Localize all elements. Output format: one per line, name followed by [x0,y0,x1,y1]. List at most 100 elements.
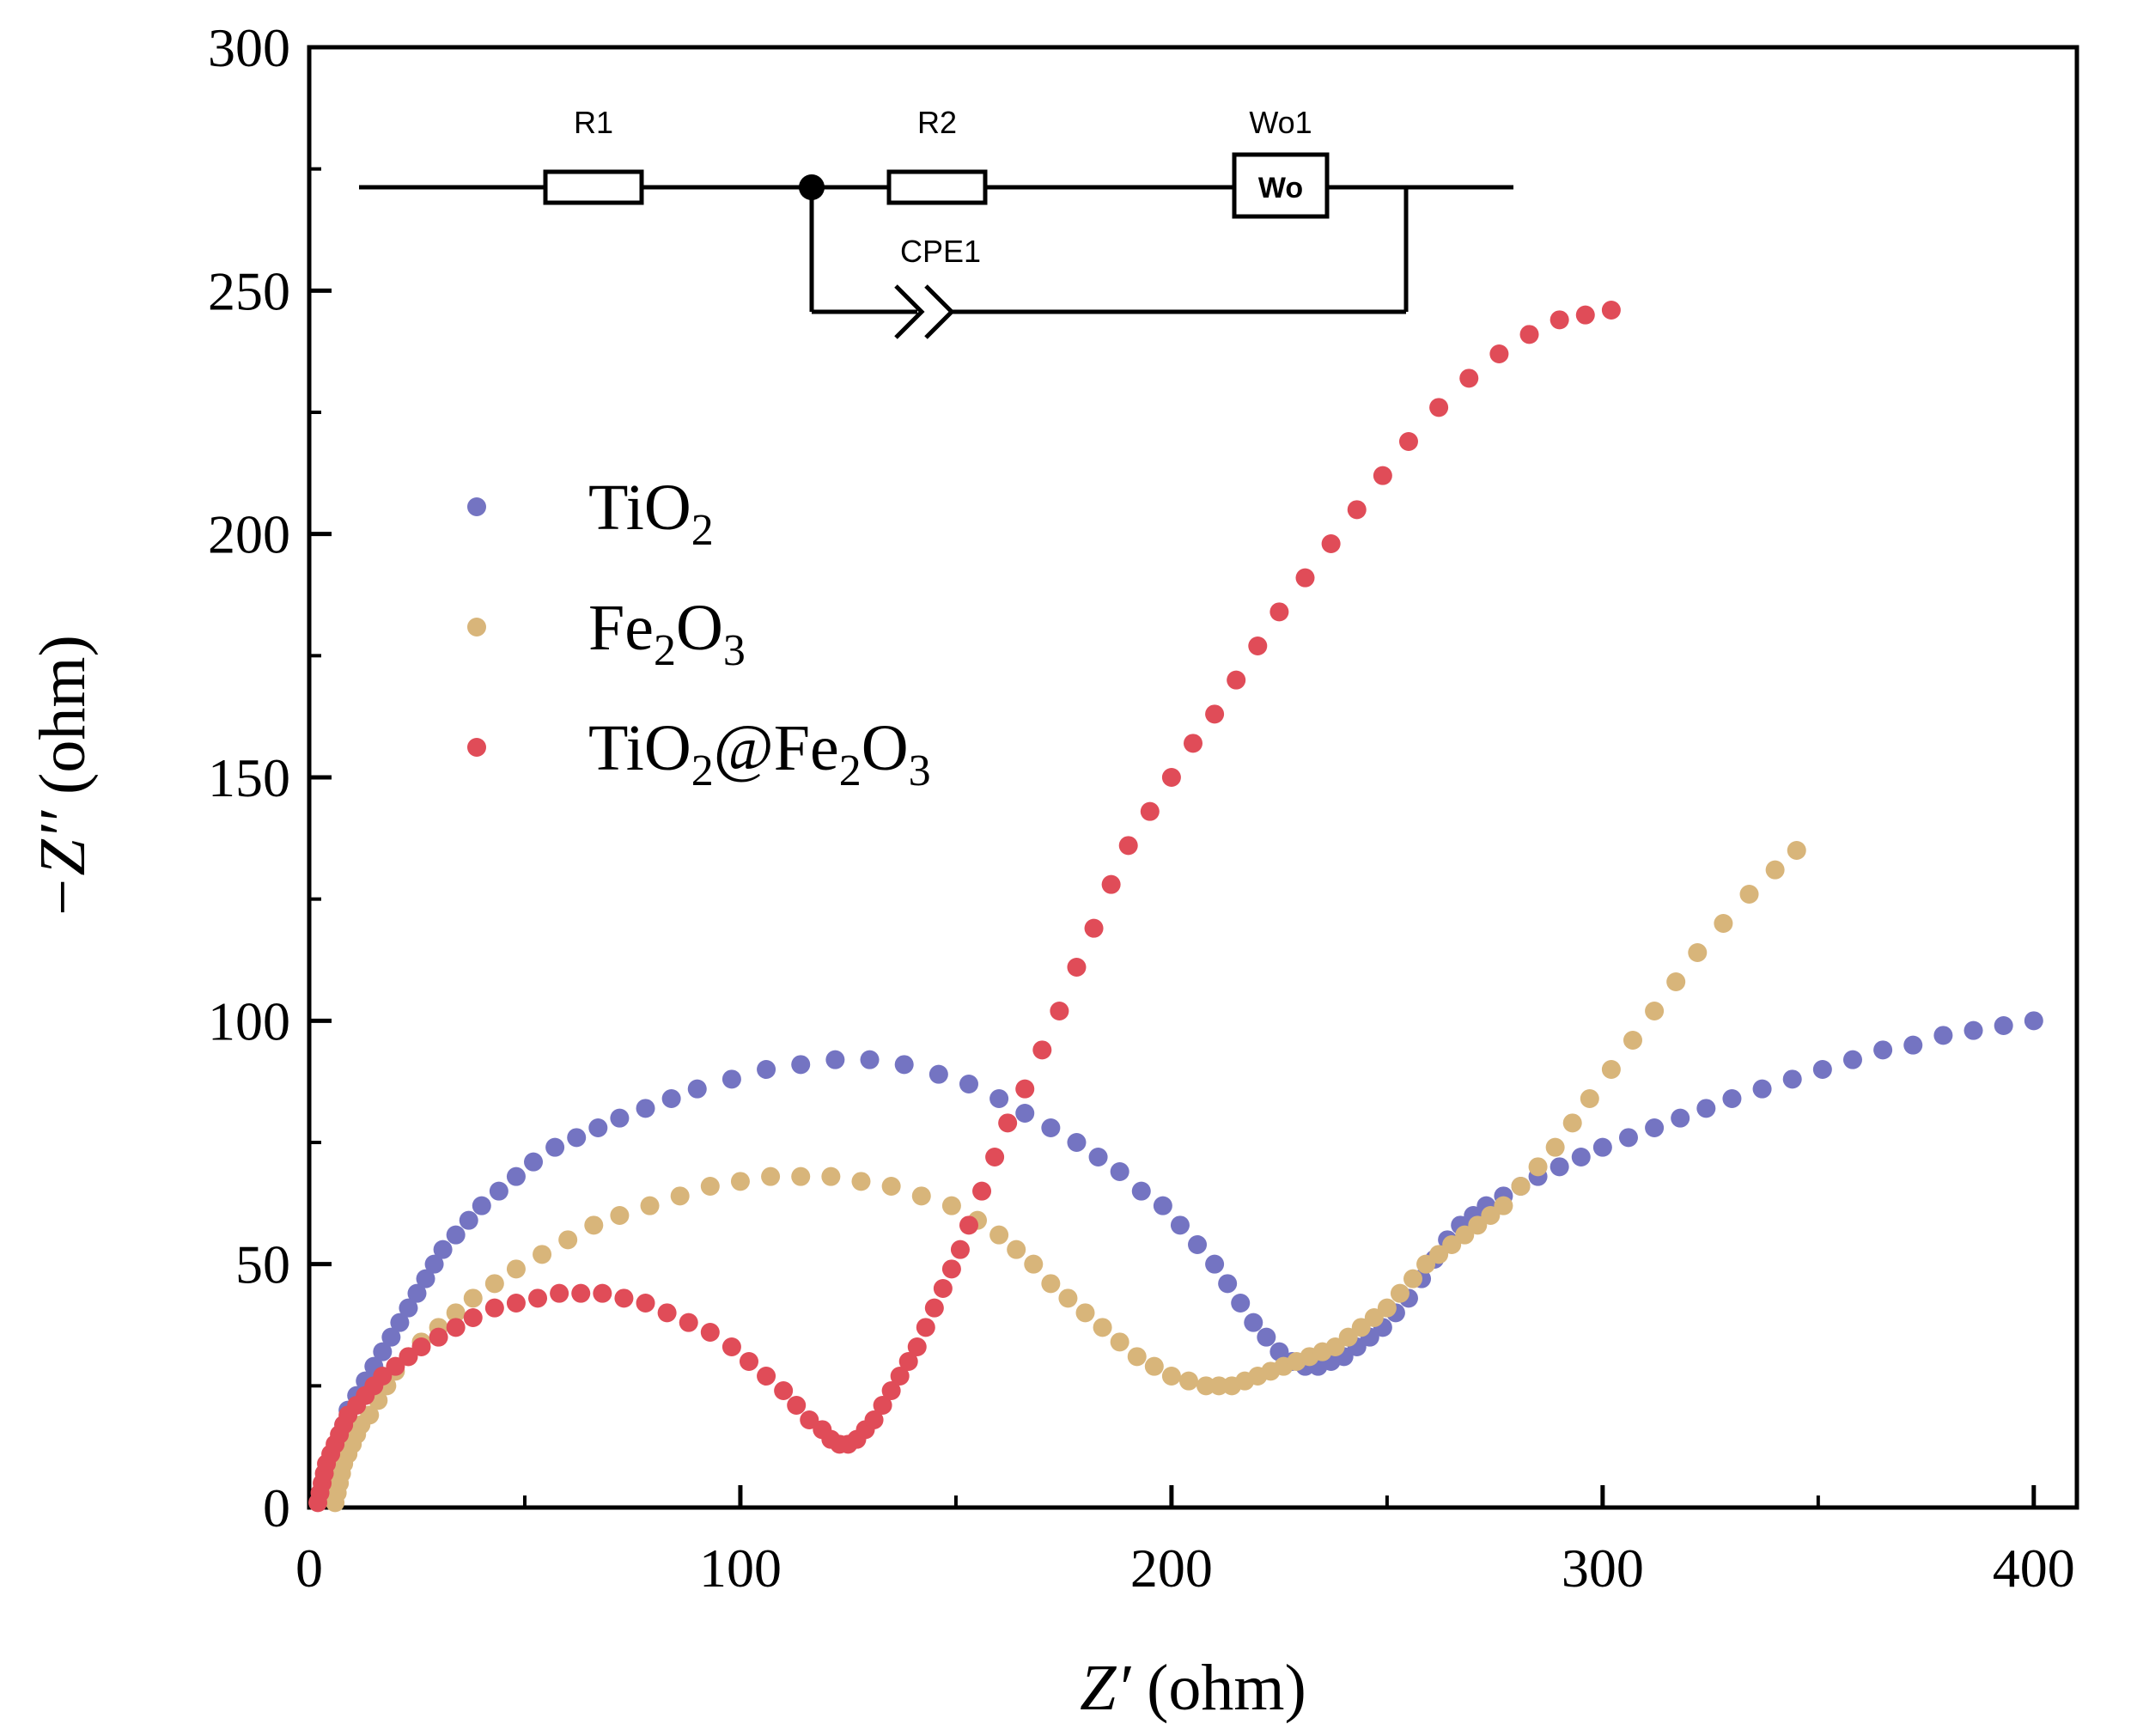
data-point [873,1396,892,1415]
data-point [959,1075,978,1093]
data-point [1765,860,1785,880]
legend-marker [467,618,486,637]
data-point [1024,1254,1044,1274]
data-point [1196,1376,1216,1396]
data-point [1994,1016,2013,1035]
data-point [851,1172,871,1191]
data-point [1580,1089,1599,1108]
legend-label-part: 2 [691,746,714,795]
data-point [1377,1298,1397,1318]
data-point [700,1177,720,1196]
data-point [1075,1303,1095,1323]
y-axis-title-unit: (ohm) [27,635,99,811]
data-point [1110,1162,1129,1181]
circuit-label-r2: R2 [917,105,957,140]
data-point [1244,1313,1263,1332]
data-point [614,1288,634,1308]
data-point [584,1215,604,1235]
data-point [1205,704,1225,724]
data-point [610,1108,630,1128]
data-point [881,1381,901,1400]
data-point [898,1352,918,1371]
data-point [1519,325,1539,344]
data-point [1601,1060,1621,1079]
data-point [959,1215,978,1235]
data-point [506,1294,526,1313]
data-point [1688,943,1708,962]
data-point [1093,1318,1112,1337]
data-point [998,1113,1018,1133]
data-point [1347,500,1367,520]
data-point [1067,958,1087,977]
series-TiO2 [313,1011,2043,1508]
data-point [381,1327,401,1347]
data-point [907,1337,927,1356]
series-Fe2O3 [326,841,1806,1513]
data-point [588,1118,608,1137]
data-point [1325,1337,1345,1356]
data-point [424,1254,444,1274]
x-tick-label: 400 [1993,1538,2075,1599]
data-point [1248,637,1268,655]
data-point [1666,972,1686,991]
data-point [860,1050,880,1069]
data-point [373,1342,393,1361]
data-point [1032,1040,1052,1060]
data-point [1403,1269,1422,1288]
data-point [1131,1181,1151,1201]
data-point [972,1181,992,1201]
y-tick-label: 250 [208,260,290,321]
data-point [571,1283,591,1303]
y-axis: 0 50 100 150 200 250 300 [208,17,332,1538]
data-point [1050,1002,1069,1020]
data-point [1618,1128,1638,1148]
data-point [1398,432,1418,451]
data-point [1459,369,1479,388]
data-point [989,1225,1009,1245]
data-point [1722,1089,1742,1108]
legend-label-part: 2 [839,746,862,795]
data-point [1550,310,1569,330]
circuit-label-cpe1: CPE1 [900,234,981,269]
data-point [1338,1327,1358,1347]
x-axis: 0 100 200 300 400 [295,1485,2075,1599]
data-point [687,1079,707,1099]
data-point [791,1166,811,1186]
legend: TiO2​ Fe2​O3​ TiO2​@Fe2​O3​ [467,472,931,795]
data-point [894,1055,914,1075]
data-point [524,1152,544,1172]
equivalent-circuit-inset [359,152,1513,339]
cpe-symbol-right-chevron [924,284,955,339]
resistor-r2 [886,169,988,205]
data-point [933,1279,953,1298]
data-point [446,1225,466,1245]
resistor-r1 [543,169,644,205]
x-tick-label: 200 [1130,1538,1213,1599]
y-tick-label: 300 [208,17,290,78]
data-point [730,1172,750,1191]
data-point [1429,398,1449,417]
y-tick-label: 100 [208,990,290,1051]
data-point [757,1060,776,1079]
data-point [1752,1079,1772,1099]
data-point [1110,1332,1129,1352]
data-point [1494,1196,1513,1215]
x-tick-label: 100 [699,1538,782,1599]
data-point [1178,1371,1198,1391]
data-point [459,1210,478,1230]
data-point [825,1050,845,1069]
legend-label-part: 2 [691,506,714,555]
data-point [545,1137,565,1157]
data-point [484,1274,504,1294]
data-point [1592,1137,1612,1157]
data-point [1782,1069,1802,1089]
legend-marker [467,738,486,757]
data-point [1058,1288,1078,1308]
x-tick-label: 300 [1562,1538,1644,1599]
data-point [739,1352,758,1371]
data-point [390,1313,410,1332]
data-point [1623,1031,1642,1050]
circuit-label-wo1: Wo1 [1249,105,1312,140]
data-point [1295,568,1315,588]
data-point [1184,734,1202,753]
